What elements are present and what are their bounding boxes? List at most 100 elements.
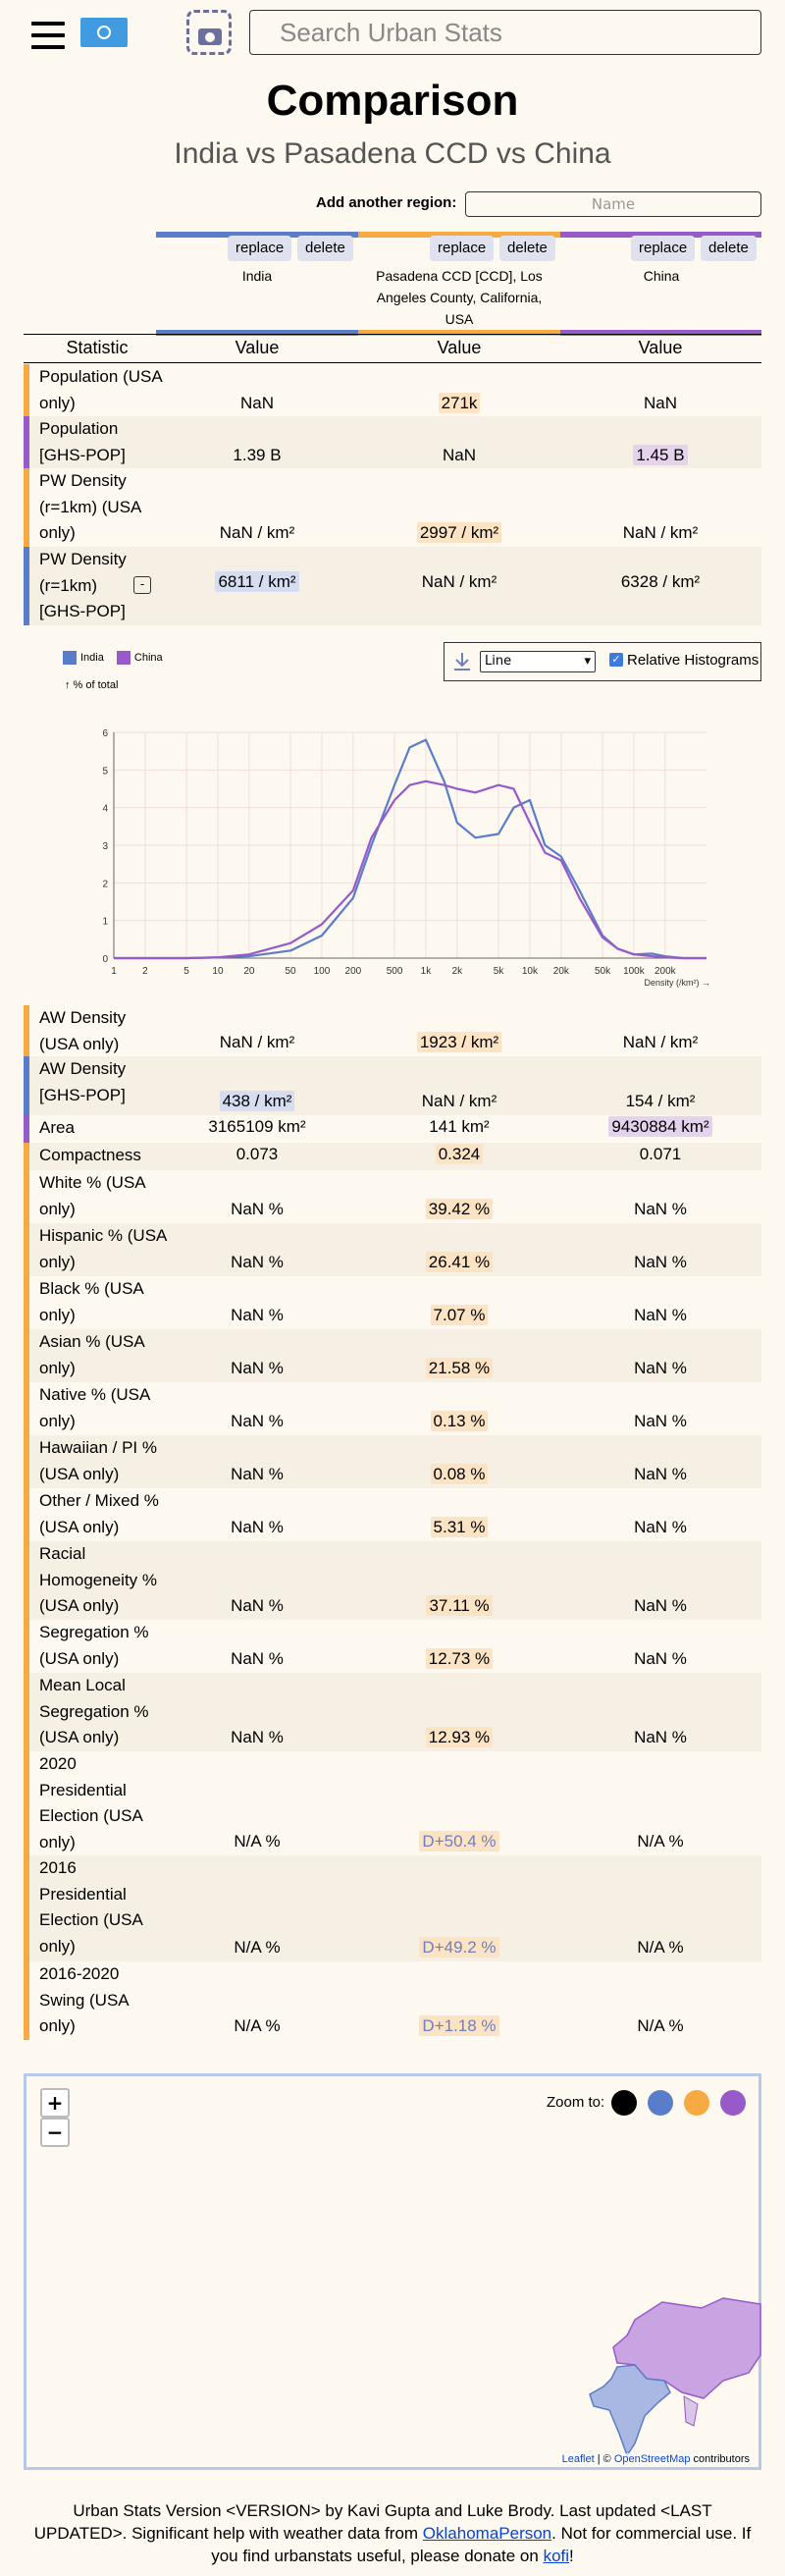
region-name-china[interactable]: China [643,268,680,284]
delete-button-pasadena[interactable]: delete [499,236,555,261]
value-india: NaN % [231,1306,284,1324]
region-color-bar-india-bottom [156,330,358,336]
oklahomaperson-link[interactable]: OklahomaPerson [422,2524,552,2543]
value-pasadena: D+1.18 % [398,2015,520,2036]
x-tick-label: 10k [522,966,539,977]
stat-row: Racial Homogeneity % (USA only) NaN % 37.1… [24,1541,761,1620]
search-input[interactable]: Search Urban Stats [249,10,761,55]
x-tick-label: 5 [183,966,189,977]
footer: Urban Stats Version <VERSION> by Kavi Gu… [33,2501,752,2565]
map[interactable]: + − Zoom to: Leaflet | © OpenStreetMap c… [24,2073,761,2470]
value-china: NaN [643,394,677,412]
screenshot-icon[interactable] [186,10,232,55]
value-india: 6811 / km² [196,571,318,592]
stat-row: Hawaiian / PI % (USA only) NaN % 0.08 % NaN… [24,1435,761,1488]
value-india: 438 / km² [196,1091,318,1111]
leaflet-link[interactable]: Leaflet [561,2453,595,2465]
zoom-to-dots [611,2090,747,2120]
region-name-pasadena[interactable]: Pasadena CCD [CCD], Los Angeles County, … [376,268,543,327]
stat-row: AW Density [GHS-POP] 438 / km² NaN / km² 15… [24,1056,761,1115]
zoom-out-button[interactable]: − [40,2118,70,2147]
value-pasadena: D+49.2 % [398,1937,520,1958]
stat-label[interactable]: Hispanic % (USA only) [39,1226,167,1271]
value-india: NaN % [231,1200,284,1218]
y-tick-label: 6 [102,728,108,739]
kofi-link[interactable]: kofi [543,2547,570,2565]
replace-button-china[interactable]: replace [631,236,696,261]
x-tick-label: 200k [654,966,677,977]
download-icon[interactable] [452,651,472,672]
legend-india: India [80,651,104,664]
stat-label[interactable]: AW Density [GHS-POP] [39,1059,127,1104]
stat-label[interactable]: Other / Mixed % (USA only) [39,1491,159,1536]
stat-label[interactable]: Asian % (USA only) [39,1332,144,1377]
region-name-india[interactable]: India [241,268,273,284]
region-color-bar-china-bottom [560,330,761,336]
x-tick-label: 20 [243,966,255,977]
stat-label[interactable]: Hawaiian / PI % (USA only) [39,1438,157,1483]
x-tick-label: 20k [553,966,570,977]
stat-label[interactable]: Native % (USA only) [39,1385,150,1430]
collapse-histogram-button[interactable]: - [133,576,151,594]
zoom-to-all-button[interactable] [611,2090,637,2116]
menu-icon[interactable] [31,22,65,49]
x-tick-label: 1 [111,966,117,977]
stat-label[interactable]: Mean Local Segregation % (USA only) [39,1676,149,1747]
chart-type-select[interactable]: Line ▾ [480,651,596,672]
stat-label[interactable]: 2016-2020 Swing (USA only) [39,1964,129,2036]
stat-label[interactable]: PW Density (r=1km) (USA only) [39,471,141,543]
zoom-to-china-button[interactable] [720,2090,747,2116]
china-shape [612,2297,761,2399]
value-india: NaN % [231,1359,284,1377]
stat-row: Hispanic % (USA only) NaN % 26.41 % NaN % [24,1223,761,1276]
zoom-in-button[interactable]: + [40,2088,70,2118]
stat-label[interactable]: Racial Homogeneity % (USA only) [39,1544,158,1616]
value-pasadena: NaN / km² [421,572,497,591]
un-flag-icon[interactable] [80,18,128,47]
stat-row: 2016 Presidential Election (USA only) N/A… [24,1855,761,1961]
value-india: 1.39 B [233,446,282,464]
stat-label[interactable]: AW Density (USA only) [39,1008,127,1053]
value-pasadena: 37.11 % [398,1595,520,1616]
relative-histograms-checkbox[interactable]: ✓ [609,653,623,667]
series-line-china [114,779,706,960]
stat-label[interactable]: 2016 Presidential Election (USA only) [39,1858,142,1956]
india-shape [589,2364,671,2457]
x-tick-label: 200 [345,966,362,977]
stat-label[interactable]: 2020 Presidential Election (USA only) [39,1754,142,1852]
value-china: NaN % [634,1649,687,1668]
stat-label[interactable]: Population (USA only) [39,367,162,412]
value-india: NaN % [231,1412,284,1430]
stat-label[interactable]: PW Density (r=1km) [GHS-POP] [39,550,127,621]
value-india: N/A % [234,1938,281,1957]
value-china: NaN % [634,1728,687,1746]
stat-label[interactable]: Population [GHS-POP] [39,419,126,464]
x-tick-label: 2 [142,966,148,977]
delete-button-india[interactable]: delete [297,236,353,261]
y-tick-label: 5 [102,766,108,777]
x-tick-label: 1k [421,966,433,977]
delete-button-china[interactable]: delete [701,236,757,261]
x-tick-label: 10 [212,966,224,977]
stat-row-population-usa: Population (USA only) NaN 271k NaN [24,364,761,416]
replace-button-pasadena[interactable]: replace [430,236,495,261]
value-india: NaN % [231,1253,284,1271]
value-india: 0.073 [236,1145,279,1163]
zoom-to-india-button[interactable] [648,2090,674,2116]
stat-label[interactable]: White % (USA only) [39,1173,145,1218]
x-tick-label: 50 [286,966,297,977]
stat-label[interactable]: Area [39,1118,75,1137]
add-region-input[interactable]: Name [465,191,761,217]
osm-link[interactable]: OpenStreetMap [613,2453,691,2465]
value-pasadena: 12.93 % [398,1727,520,1747]
map-region-shapes [589,2297,761,2457]
stat-row: Mean Local Segregation % (USA only) NaN %… [24,1673,761,1751]
zoom-to-pasadena-button[interactable] [684,2090,710,2116]
stat-label[interactable]: Compactness [39,1146,141,1164]
x-tick-label: 5k [494,966,505,977]
stat-label[interactable]: Segregation % (USA only) [39,1623,149,1668]
y-tick-label: 2 [102,879,108,889]
stat-label[interactable]: Black % (USA only) [39,1279,143,1324]
replace-button-india[interactable]: replace [228,236,292,261]
page-subtitle: India vs Pasadena CCD vs China [174,137,611,170]
